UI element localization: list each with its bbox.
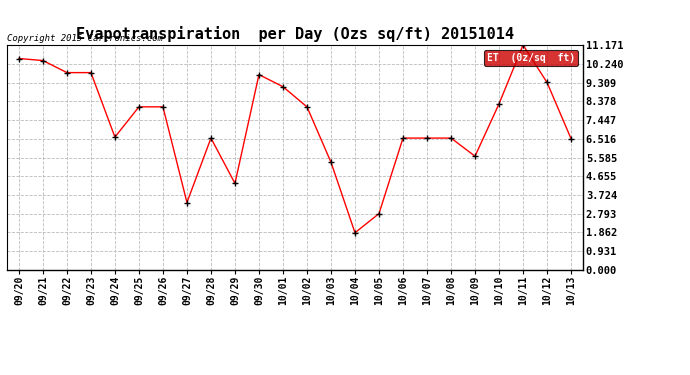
Legend: ET  (0z/sq  ft): ET (0z/sq ft): [484, 50, 578, 66]
Text: Copyright 2015 Cartronics.com: Copyright 2015 Cartronics.com: [7, 34, 163, 43]
Title: Evapotranspiration  per Day (Ozs sq/ft) 20151014: Evapotranspiration per Day (Ozs sq/ft) 2…: [76, 27, 514, 42]
